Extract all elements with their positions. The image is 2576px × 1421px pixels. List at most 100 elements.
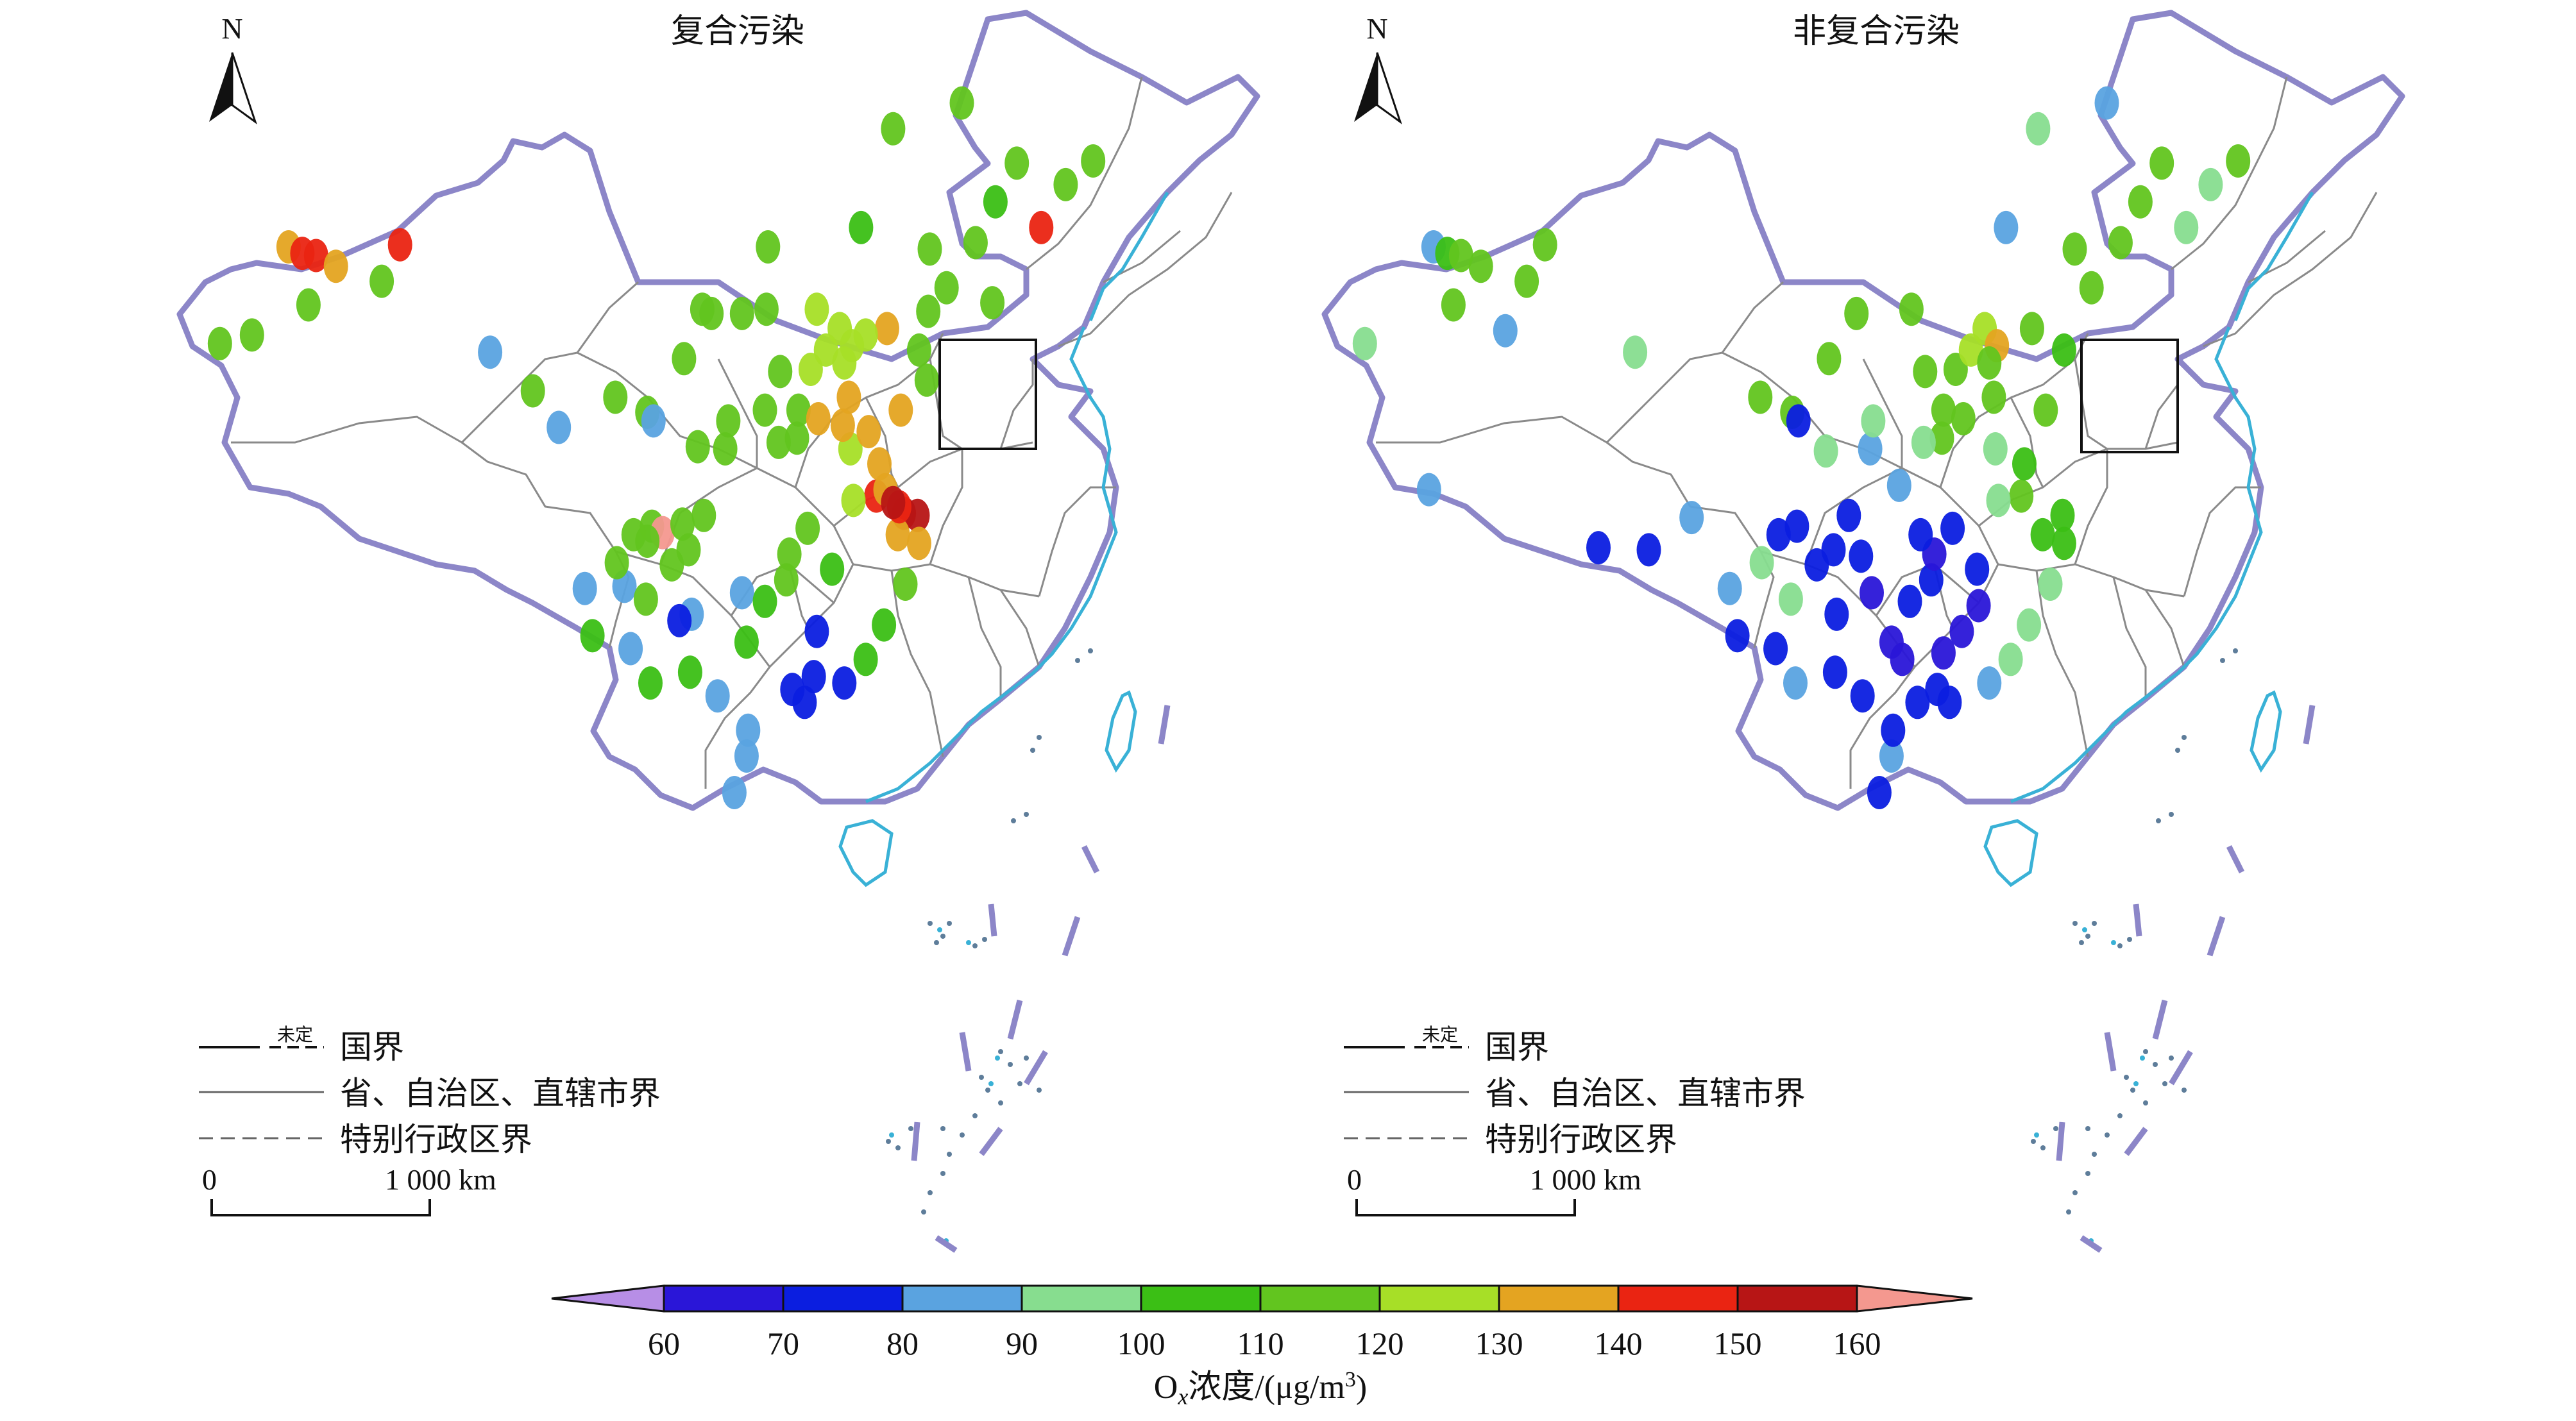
station-dot (2051, 526, 2076, 560)
station-dot (1636, 533, 1661, 567)
station-dot (1951, 402, 1976, 435)
station-dot (323, 249, 348, 283)
station-dot (2017, 608, 2042, 642)
station-dot (1908, 517, 1933, 551)
colorbar: 60 70 80 90 100 110 120 130 140 150 160 Ox浓度/(μg/m… (551, 1284, 1973, 1409)
station-dot (1448, 239, 1473, 273)
station-dot (303, 239, 328, 273)
station-dot (1867, 776, 1892, 809)
station-dot (934, 271, 959, 305)
station-dot (849, 210, 874, 244)
station-dot (1998, 643, 2023, 677)
scale-zero: 0 (1347, 1163, 1362, 1196)
station-dot (2128, 185, 2153, 219)
station-dot (874, 312, 899, 346)
station-dot (667, 603, 692, 637)
station-dot (786, 393, 811, 427)
station-dot (1929, 421, 1954, 455)
station-dot (2038, 568, 2063, 601)
colorbar-swatch (1140, 1284, 1262, 1313)
station-dot (1786, 404, 1811, 438)
station-dot (1861, 404, 1886, 438)
highlight-box (2080, 339, 2179, 453)
station-dot (756, 230, 781, 264)
station-dot (239, 318, 264, 352)
svg-text:N: N (221, 12, 242, 45)
station-dot (832, 346, 857, 380)
legend-sar-label: 特别行政区界 (340, 1121, 532, 1158)
station-dot (1849, 539, 1874, 573)
station-dot (369, 264, 394, 298)
station-dot (722, 776, 747, 809)
colorbar-tick-label: 80 (886, 1325, 919, 1361)
station-dot (1748, 380, 1773, 414)
station-dot (752, 584, 777, 618)
station-dot (774, 563, 799, 597)
station-dot (1824, 597, 1849, 631)
station-dot (1966, 589, 1991, 623)
colorbar-swatches (551, 1284, 1973, 1313)
station-dot (1905, 685, 1930, 719)
station-dot (1913, 355, 1938, 389)
station-dot (478, 335, 503, 369)
station-dot (2198, 167, 2223, 201)
station-dot (1766, 517, 1791, 551)
station-dot (1965, 552, 1990, 586)
colorbar-swatch (782, 1284, 904, 1313)
station-dot (387, 228, 412, 262)
station-dot (905, 498, 930, 532)
station-dot (1937, 685, 1962, 719)
colorbar-tick-label: 140 (1595, 1325, 1643, 1361)
station-dot (1886, 468, 1911, 502)
colorbar-tick-label: 60 (648, 1325, 680, 1361)
station-dot (881, 485, 906, 519)
station-dot (766, 425, 791, 459)
legend: 未定 国界 省、自治区、直辖市界 特别行政区界 0 1 000 km (199, 1024, 661, 1216)
station-dot (768, 355, 793, 389)
station-dot (729, 296, 754, 330)
station-dot (2026, 112, 2051, 146)
legend-national-label: 国界 (340, 1029, 404, 1066)
north-arrow-icon: N (1354, 12, 1402, 124)
station-dot (917, 232, 942, 266)
legend-provincial-label: 省、自治区、直辖市界 (340, 1075, 661, 1112)
scale-km: 1 000 km (385, 1163, 496, 1196)
station-dot (1858, 432, 1883, 466)
station-dots (207, 86, 1106, 809)
colorbar-swatch (1378, 1284, 1500, 1313)
station-dot (296, 288, 321, 322)
colorbar-swatch (1259, 1284, 1381, 1313)
station-dot (621, 517, 646, 551)
station-dot (1493, 314, 1518, 348)
station-dot (572, 571, 597, 605)
station-dot (1623, 335, 1648, 369)
colorbar-tick-label: 100 (1117, 1325, 1165, 1361)
colorbar-tick-label: 70 (767, 1325, 799, 1361)
station-dot (1986, 483, 2011, 517)
colorbar-ticks: 60 70 80 90 100 110 120 130 140 150 160 (648, 1325, 1881, 1361)
station-dot (881, 112, 906, 146)
station-dot (207, 326, 232, 360)
station-dot (792, 685, 817, 719)
station-dot (916, 294, 941, 328)
station-dot (2149, 146, 2174, 180)
station-dot (914, 363, 939, 397)
station-dot (1899, 292, 1924, 326)
colorbar-label: Ox浓度/(μg/m3) (1154, 1368, 1367, 1409)
station-dot (2226, 144, 2251, 178)
station-dot (734, 625, 759, 659)
station-dot (1679, 501, 1704, 535)
station-dot (1441, 288, 1466, 322)
station-dot (893, 568, 918, 601)
station-dot (872, 608, 897, 642)
colorbar-swatch (901, 1284, 1023, 1313)
station-dot (2094, 86, 2119, 120)
station-dot (830, 408, 855, 442)
station-dot (672, 342, 697, 376)
station-dot (853, 318, 878, 352)
station-dot (820, 552, 845, 586)
legend-national-label: 国界 (1485, 1029, 1549, 1066)
svg-text:N: N (1366, 12, 1387, 45)
station-dot (1958, 333, 1983, 367)
station-dot (836, 380, 861, 414)
